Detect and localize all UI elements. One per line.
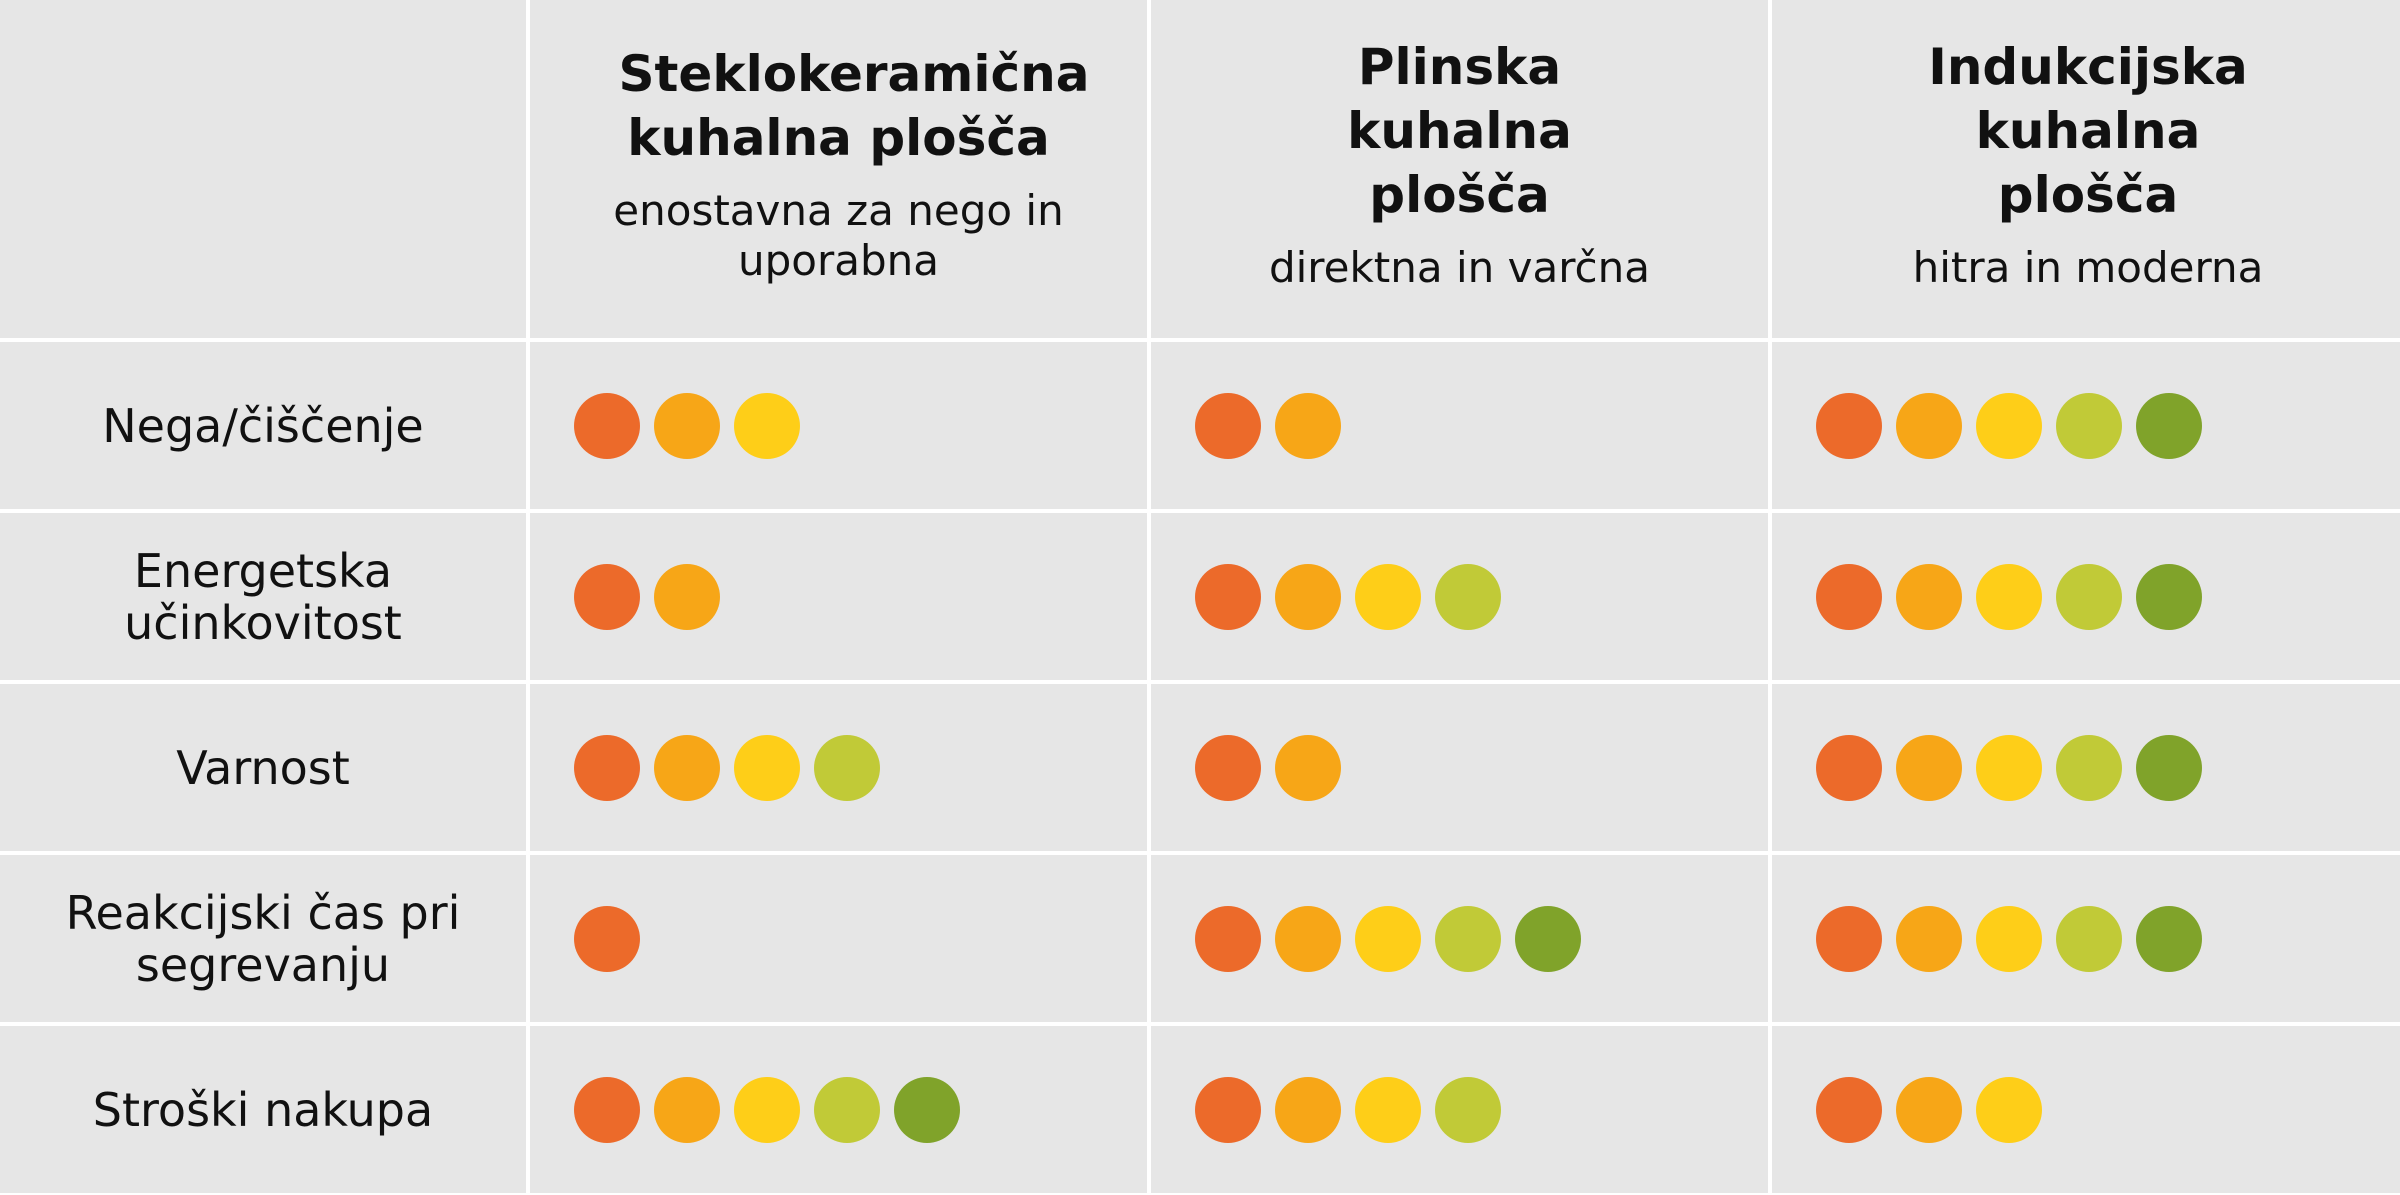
rating-dot-icon xyxy=(1275,905,1341,972)
rating-cell xyxy=(1151,1026,1768,1193)
corner-cell xyxy=(0,0,526,338)
rating-dot-icon xyxy=(1816,563,1882,630)
rating-dot-icon xyxy=(2136,734,2202,801)
rating-dot-icon xyxy=(1435,905,1501,972)
rating-dot-icon xyxy=(1816,734,1882,801)
rating-dot-icon xyxy=(574,1076,640,1143)
rating-dot-icon xyxy=(654,1076,720,1143)
rating-dot-icon xyxy=(1816,905,1882,972)
rating-dot-icon xyxy=(1896,734,1962,801)
rating-dot-icon xyxy=(1515,905,1581,972)
rating-dot-icon xyxy=(734,734,800,801)
rating-dot-icon xyxy=(1195,563,1261,630)
rating-dot-icon xyxy=(734,1076,800,1143)
rating-dot-icon xyxy=(1275,392,1341,459)
column-header-induction: Indukcijska kuhalna plošča hitra in mode… xyxy=(1772,0,2400,338)
rating-dot-icon xyxy=(654,734,720,801)
rating-dot-icon xyxy=(1816,1076,1882,1143)
rating-dot-icon xyxy=(1896,563,1962,630)
rating-cell xyxy=(530,1026,1147,1193)
rating-dot-icon xyxy=(1896,905,1962,972)
rating-dot-icon xyxy=(1976,392,2042,459)
rating-dot-icon xyxy=(574,905,640,972)
column-header-gas: Plinska kuhalna plošča direktna in varčn… xyxy=(1151,0,1768,338)
rating-cell xyxy=(1151,855,1768,1022)
column-title: Steklokeramična kuhalna plošča xyxy=(618,45,1090,167)
rating-cell xyxy=(1151,684,1768,851)
rating-cell xyxy=(1772,684,2400,851)
rating-dot-icon xyxy=(1195,905,1261,972)
rating-dot-icon xyxy=(1275,734,1341,801)
rating-cell xyxy=(1772,513,2400,680)
rating-dot-icon xyxy=(1355,1076,1421,1143)
rating-dot-icon xyxy=(574,734,640,801)
rating-dot-icon xyxy=(734,392,800,459)
rating-cell xyxy=(1151,513,1768,680)
column-subtitle: enostavna za nego in uporabna xyxy=(613,186,1064,285)
rating-dot-icon xyxy=(1816,392,1882,459)
row-label: Energetska učinkovitost xyxy=(0,513,526,680)
rating-dot-icon xyxy=(1976,734,2042,801)
rating-dot-icon xyxy=(1195,1076,1261,1143)
column-subtitle: direktna in varčna xyxy=(1268,243,1651,292)
rating-dot-icon xyxy=(1896,392,1962,459)
rating-cell xyxy=(1772,342,2400,509)
rating-dot-icon xyxy=(814,1076,880,1143)
rating-dot-icon xyxy=(2136,563,2202,630)
rating-dot-icon xyxy=(1355,563,1421,630)
column-header-glass-ceramic: Steklokeramična kuhalna plošča enostavna… xyxy=(530,0,1147,338)
column-subtitle: hitra in moderna xyxy=(1912,243,2264,292)
rating-dot-icon xyxy=(1976,1076,2042,1143)
row-label: Varnost xyxy=(0,684,526,851)
rating-dot-icon xyxy=(1275,563,1341,630)
rating-cell xyxy=(530,684,1147,851)
rating-cell xyxy=(1772,1026,2400,1193)
rating-dot-icon xyxy=(574,563,640,630)
rating-cell xyxy=(1151,342,1768,509)
rating-cell xyxy=(530,855,1147,1022)
rating-dot-icon xyxy=(1976,905,2042,972)
rating-dot-icon xyxy=(2136,905,2202,972)
row-label: Reakcijski čas pri segrevanju xyxy=(0,855,526,1022)
rating-dot-icon xyxy=(1976,563,2042,630)
rating-dot-icon xyxy=(2056,392,2122,459)
rating-dot-icon xyxy=(2056,563,2122,630)
rating-dot-icon xyxy=(574,392,640,459)
rating-dot-icon xyxy=(1896,1076,1962,1143)
rating-dot-icon xyxy=(654,563,720,630)
rating-dot-icon xyxy=(1195,392,1261,459)
rating-dot-icon xyxy=(2056,734,2122,801)
column-title: Plinska kuhalna plošča xyxy=(1347,38,1572,224)
rating-dot-icon xyxy=(2056,905,2122,972)
rating-dot-icon xyxy=(814,734,880,801)
rating-dot-icon xyxy=(894,1076,960,1143)
row-label: Nega/čiščenje xyxy=(0,342,526,509)
rating-dot-icon xyxy=(1435,563,1501,630)
rating-cell xyxy=(530,342,1147,509)
column-title: Indukcijska kuhalna plošča xyxy=(1928,38,2248,224)
rating-cell xyxy=(1772,855,2400,1022)
rating-dot-icon xyxy=(1435,1076,1501,1143)
rating-dot-icon xyxy=(1195,734,1261,801)
rating-dot-icon xyxy=(1355,905,1421,972)
rating-dot-icon xyxy=(2136,392,2202,459)
rating-cell xyxy=(530,513,1147,680)
rating-dot-icon xyxy=(1275,1076,1341,1143)
row-label: Stroški nakupa xyxy=(0,1026,526,1193)
rating-dot-icon xyxy=(654,392,720,459)
